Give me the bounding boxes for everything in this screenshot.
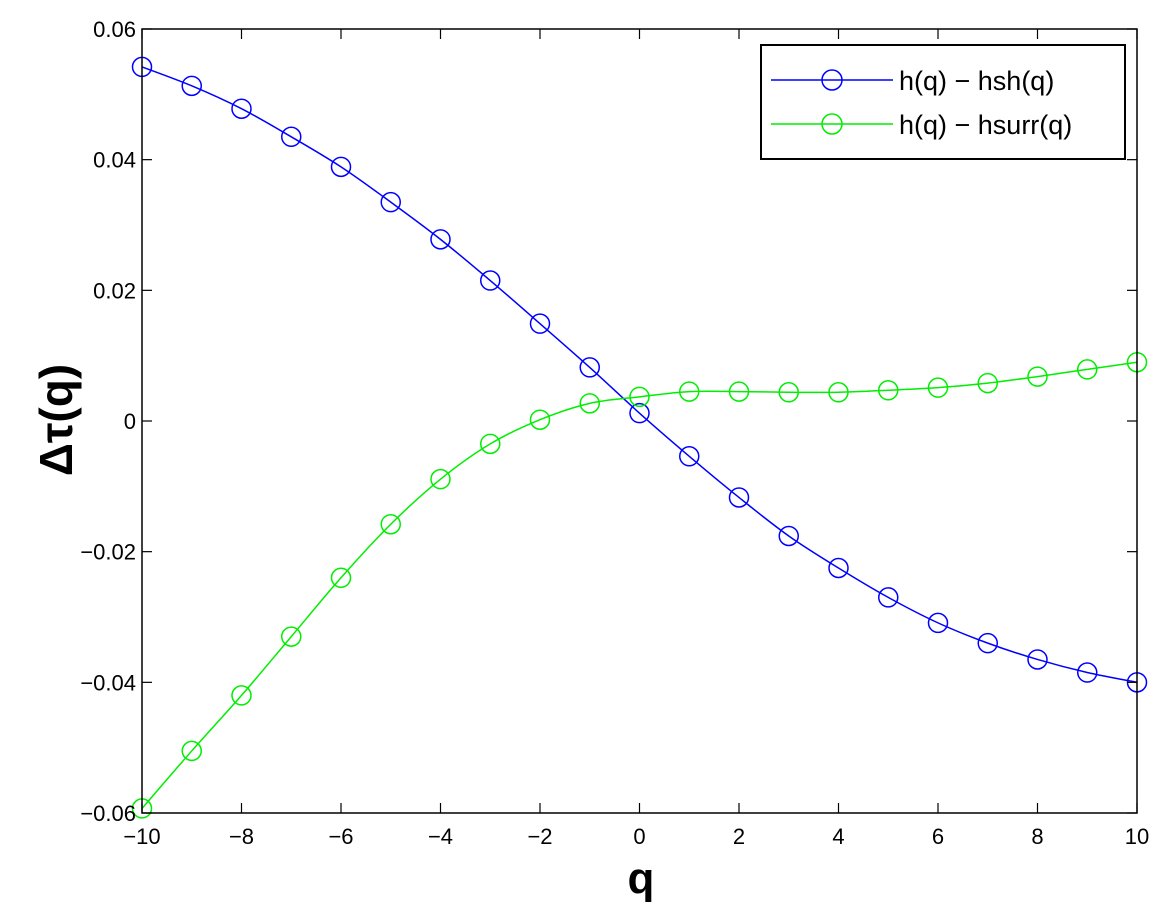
series-2-point [878, 380, 899, 401]
series-2-point [430, 468, 451, 490]
x-tick-label: −2 [527, 824, 552, 849]
series-1-point [430, 229, 451, 250]
series-line-2 [141, 361, 1138, 809]
series-1-point [330, 156, 352, 178]
series-2-point [579, 393, 600, 414]
series-2-point [380, 513, 401, 535]
y-tick-label: −0.04 [80, 670, 136, 695]
legend-label-series-2: h(q) − hsurr(q) [899, 110, 1072, 140]
x-tick-label: 6 [932, 824, 944, 849]
series-2-point [927, 377, 949, 398]
legend-box [760, 44, 1126, 160]
y-axis-label: Δτ(q) [30, 364, 82, 476]
y-tick-label: 0.02 [93, 278, 136, 303]
series-1-point [579, 357, 600, 378]
x-tick-label: 4 [832, 824, 844, 849]
marks-layer [131, 56, 1148, 819]
series-1-point [977, 632, 998, 654]
x-tick-label: −8 [229, 824, 254, 849]
series-1-point [181, 75, 202, 97]
legend-marker-series-1 [821, 69, 843, 91]
y-tick-label: 0 [124, 409, 136, 434]
x-tick-label: 2 [733, 824, 745, 849]
legend-marker-series-2 [821, 113, 843, 135]
series-2-point [977, 372, 998, 394]
series-2-point [181, 740, 202, 762]
series-1-point [927, 612, 949, 634]
series-2-point [778, 382, 799, 403]
series-1-point [778, 525, 799, 547]
series-line-1 [141, 66, 1138, 684]
x-tick-label: 0 [633, 824, 645, 849]
series-2-point [828, 382, 849, 403]
series-2-point [330, 567, 352, 589]
x-tick-label: −4 [428, 824, 453, 849]
legend-label-series-1: h(q) − hsh(q) [899, 66, 1054, 96]
series-2-point [629, 386, 650, 408]
series-2-point [1027, 366, 1048, 387]
series-1-point [529, 313, 551, 334]
series-1-point [281, 126, 302, 148]
series-1-point [1077, 662, 1098, 683]
x-tick-label: −6 [328, 824, 353, 849]
x-tick-label: 10 [1125, 824, 1149, 849]
series-1-point [1027, 649, 1048, 670]
y-tick-label: −0.06 [80, 801, 136, 826]
series-1-point [380, 191, 401, 213]
series-1-point [679, 446, 700, 467]
x-axis-label: q [628, 854, 655, 903]
series-2-point [679, 381, 700, 402]
series-2-point [529, 409, 551, 430]
x-tick-label: −10 [123, 824, 160, 849]
y-tick-label: 0.04 [93, 148, 136, 173]
ticks-layer: −10 −8 −6 −4 −2 0 2 4 6 8 10 −0.06 −0.04 −0.02 0 0.02 0.… [80, 17, 1149, 849]
series-1-point [728, 487, 750, 508]
y-tick-label: 0.06 [93, 17, 136, 42]
series-2-point [231, 685, 252, 706]
series-2-point [281, 626, 302, 647]
series-2-point [480, 433, 501, 455]
series-1-point [231, 98, 252, 119]
legend: h(q) − hsh(q) h(q) − hsurr(q) [760, 44, 1126, 160]
series-2-point [1077, 359, 1098, 380]
series-1-point [480, 270, 501, 291]
series-1-point [828, 557, 849, 579]
series-2-point [728, 381, 750, 402]
series-1-point [629, 402, 650, 424]
series-1-point [878, 587, 899, 608]
y-tick-label: −0.02 [80, 540, 136, 565]
x-tick-label: 8 [1031, 824, 1043, 849]
